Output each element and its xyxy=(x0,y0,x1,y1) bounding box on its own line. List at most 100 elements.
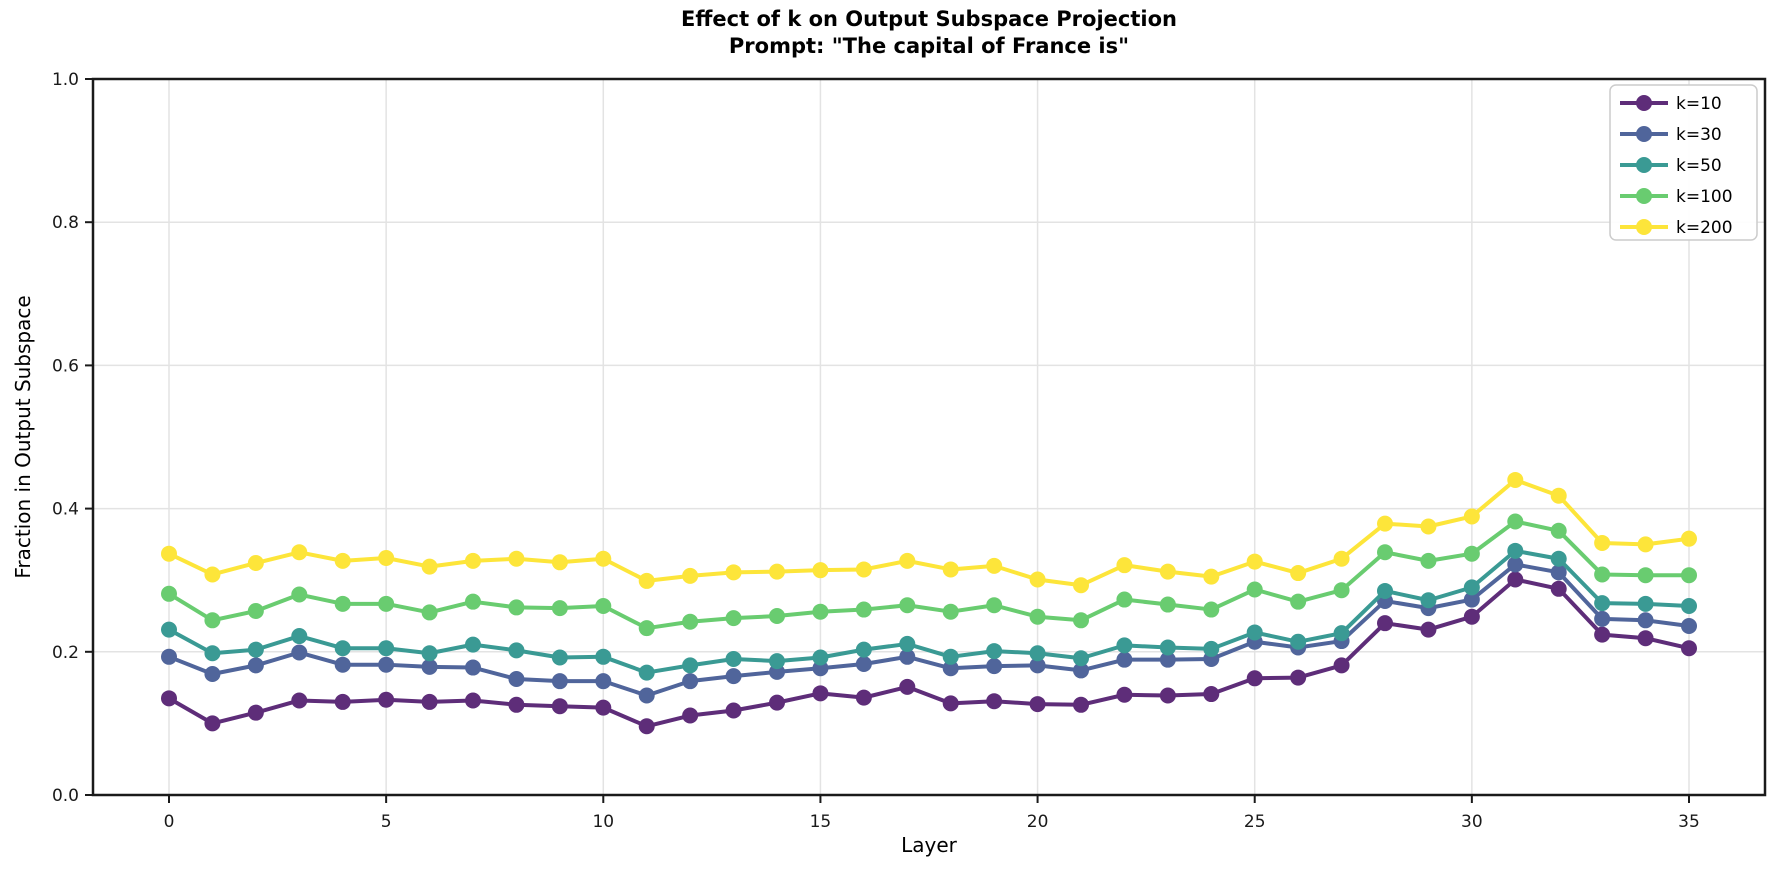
data-point xyxy=(508,696,525,713)
data-point xyxy=(1594,534,1611,551)
data-point xyxy=(1420,592,1437,609)
data-point xyxy=(1073,650,1089,667)
data-point xyxy=(465,692,481,709)
data-point xyxy=(551,649,568,666)
data-point xyxy=(1029,657,1046,674)
data-point xyxy=(247,555,264,572)
data-point xyxy=(334,693,351,710)
data-point xyxy=(378,656,395,673)
data-point xyxy=(204,715,221,732)
plot-border xyxy=(91,77,1767,797)
data-point xyxy=(204,566,221,583)
legend-label: k=50 xyxy=(1676,156,1722,176)
data-point xyxy=(1116,591,1133,608)
data-point xyxy=(1420,518,1437,535)
data-point xyxy=(1550,487,1567,504)
data-point xyxy=(1594,610,1611,627)
axis-ticks: 0 5 10 15 20 25 30 35 0.0 0.2 0.4 0.6 0.8 1.0 xyxy=(52,70,1700,832)
data-point xyxy=(899,678,916,695)
data-point xyxy=(638,664,655,681)
data-point xyxy=(1463,579,1480,596)
x-tick-label: 20 xyxy=(1027,812,1049,832)
data-point xyxy=(638,572,655,589)
data-point xyxy=(247,641,264,658)
data-point xyxy=(812,603,829,620)
data-point xyxy=(725,650,742,667)
legend-label: k=10 xyxy=(1676,94,1722,114)
legend-label: k=200 xyxy=(1676,218,1733,238)
data-point xyxy=(204,645,221,662)
data-point xyxy=(725,564,742,581)
data-point xyxy=(1507,471,1524,488)
data-point xyxy=(1246,670,1263,687)
data-point xyxy=(1029,608,1046,625)
data-point xyxy=(1681,530,1697,547)
data-point xyxy=(682,673,699,690)
data-point xyxy=(1507,542,1524,559)
data-point xyxy=(1507,571,1524,588)
data-point xyxy=(1116,637,1133,654)
data-point xyxy=(1290,565,1307,582)
data-point xyxy=(161,585,177,602)
data-point xyxy=(1550,522,1567,539)
data-point xyxy=(161,648,177,665)
y-tick-label: 0.6 xyxy=(52,356,79,376)
data-point xyxy=(725,610,742,627)
data-point xyxy=(1637,630,1654,647)
data-point xyxy=(1333,657,1350,674)
data-point xyxy=(204,665,221,682)
data-point xyxy=(1463,508,1480,525)
data-point xyxy=(1290,669,1307,686)
data-point xyxy=(1246,624,1263,641)
data-point xyxy=(1507,556,1524,573)
data-point xyxy=(421,645,438,662)
chart-title-line1: Effect of k on Output Subspace Projectio… xyxy=(681,7,1177,31)
x-axis-label: Layer xyxy=(901,833,958,857)
x-tick-label: 15 xyxy=(810,812,832,832)
data-point xyxy=(1463,608,1480,625)
data-point xyxy=(334,640,351,657)
chart-title-line2: Prompt: "The capital of France is" xyxy=(728,34,1130,58)
series-k=30 xyxy=(161,556,1697,704)
series-line-k=50 xyxy=(167,548,1691,675)
data-point xyxy=(682,707,699,724)
data-point xyxy=(1594,566,1611,583)
data-point xyxy=(1420,552,1437,569)
data-point xyxy=(508,550,525,567)
x-tick-label: 25 xyxy=(1244,812,1266,832)
data-point xyxy=(855,601,872,618)
data-point xyxy=(204,612,221,629)
data-point xyxy=(1681,597,1697,614)
data-point xyxy=(1637,612,1654,629)
data-point xyxy=(682,657,699,674)
x-tick-label: 30 xyxy=(1461,812,1483,832)
data-point xyxy=(769,608,785,624)
data-point xyxy=(595,673,612,690)
data-point xyxy=(899,648,916,665)
data-point xyxy=(1550,580,1567,597)
data-point xyxy=(638,687,655,704)
data-point xyxy=(551,673,568,690)
data-point xyxy=(899,552,916,569)
data-point xyxy=(942,695,959,712)
grid-lines xyxy=(93,78,1765,796)
data-point xyxy=(421,558,438,575)
y-tick-label: 0.2 xyxy=(52,643,79,663)
data-point xyxy=(812,685,829,702)
data-point xyxy=(1073,662,1089,679)
data-point xyxy=(334,595,351,612)
data-point xyxy=(1333,625,1350,642)
series-line-k=30 xyxy=(167,562,1691,698)
y-tick-label: 0.4 xyxy=(52,500,79,520)
data-point xyxy=(378,691,395,708)
data-point xyxy=(595,597,612,614)
data-point xyxy=(508,599,525,616)
data-point xyxy=(378,595,395,612)
data-point xyxy=(1246,553,1263,570)
data-point xyxy=(812,649,829,666)
data-point xyxy=(812,562,829,579)
data-point xyxy=(1159,639,1176,656)
data-point xyxy=(855,655,872,672)
